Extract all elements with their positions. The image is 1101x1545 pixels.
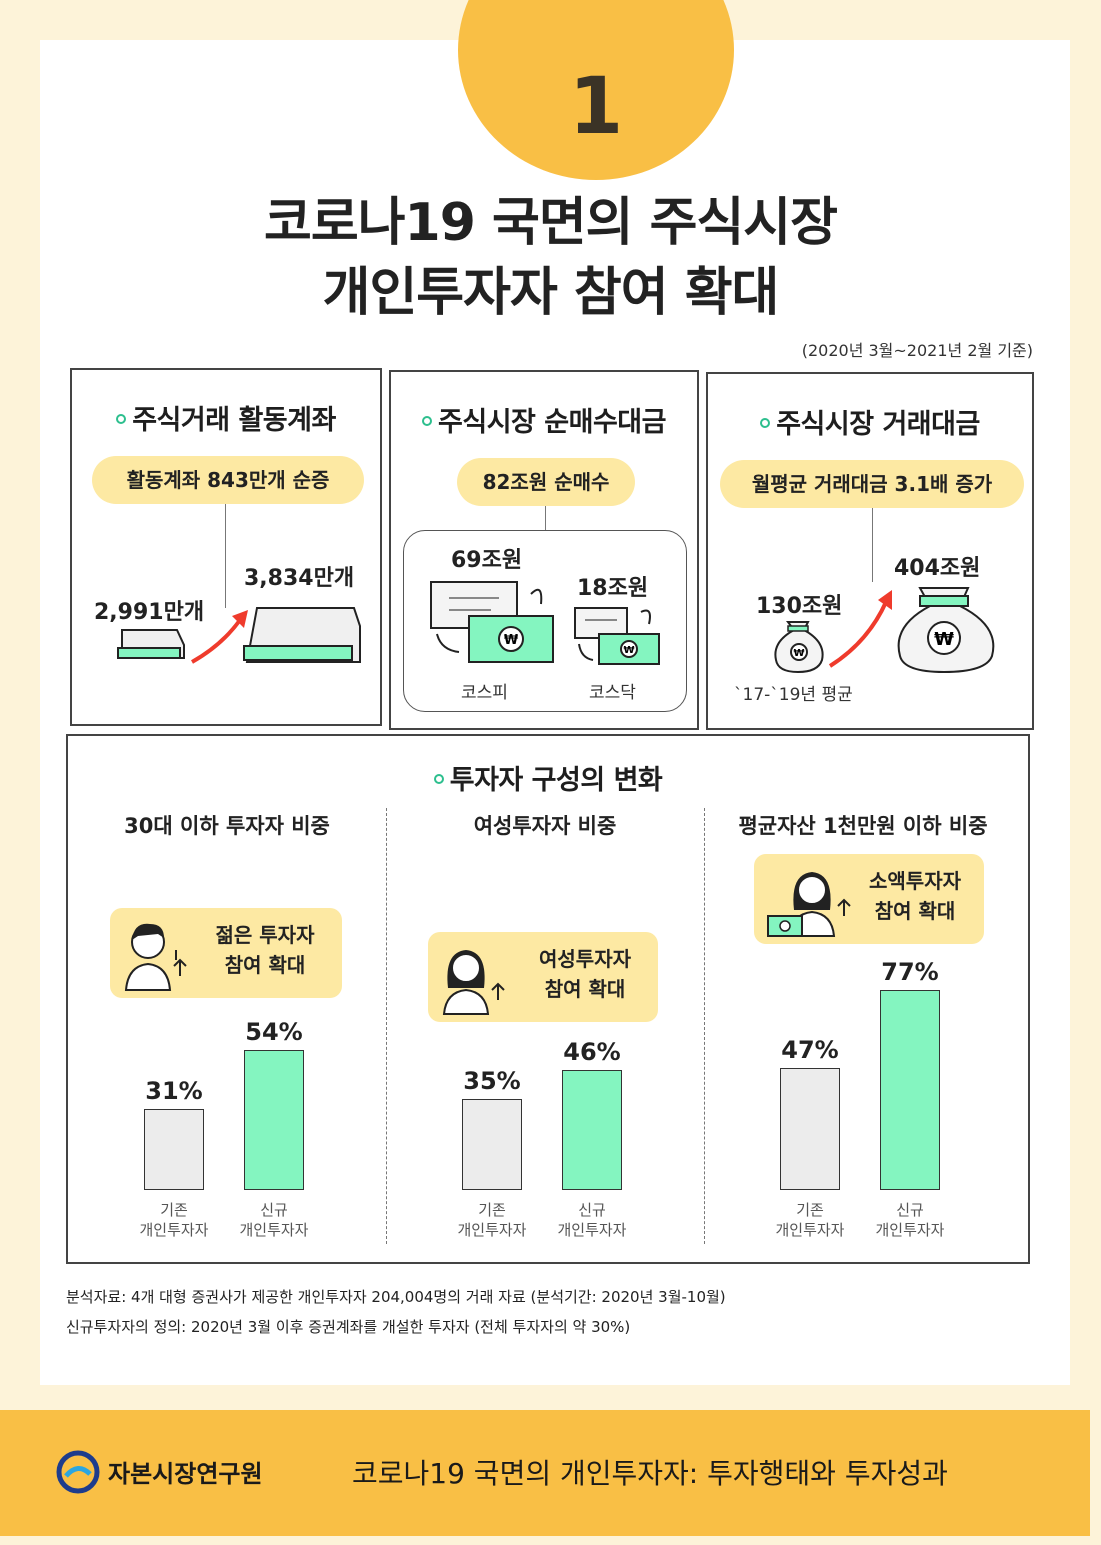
bar-value-label-2-2: 46% [563, 1038, 621, 1067]
accounts-pill: 활동계좌 843만개 순증 [92, 456, 364, 504]
net-buy-pill: 82조원 순매수 [457, 458, 635, 506]
trading-value-pill: 월평균 거래대금 3.1배 증가 [720, 460, 1024, 508]
bubble-small-line2: 참여 확대 [874, 899, 956, 923]
bar-value-label-1-2: 54% [245, 1017, 303, 1046]
bullet-dot-icon [760, 417, 771, 428]
divider-1 [386, 808, 387, 1244]
female-investor-icon [442, 950, 505, 1015]
bar-value-label-2-1: 35% [463, 1067, 521, 1095]
bar-1-2 [244, 1049, 304, 1190]
divider-2 [704, 808, 705, 1244]
bar-value-label-3-1: 47% [781, 1035, 839, 1064]
bar-value-label-1-1: 31% [145, 1077, 203, 1106]
panel-net-buy: 주식시장 순매수대금 82조원 순매수 69조원 18조원 ₩ ₩ 코스피 코스… [389, 370, 699, 730]
panel-investor-composition: 투자자 구성의 변화 젊은 투자자 참여 확대 여성투자자 참여 확대 [66, 734, 1030, 1264]
bubble-small: 소액투자자 참여 확대 [754, 854, 984, 944]
trading-before-label: `17-`19년 평균 [734, 685, 853, 705]
number-badge-text: 1 [568, 62, 624, 152]
page-title-line1: 코로나19 국면의 주식시장 [264, 193, 838, 253]
bar-1-1 [144, 1109, 204, 1190]
bubble-female-line2: 참여 확대 [544, 977, 626, 1001]
bullet-dot-icon [116, 413, 127, 424]
bar-3-2 [880, 989, 940, 1190]
panel-trading-value-title: 주식시장 거래대금 [708, 402, 1032, 441]
number-badge: 1 [458, 0, 734, 180]
panel-active-accounts: 주식거래 활동계좌 활동계좌 843만개 순증 2,991만개 3,834만개 [70, 368, 382, 726]
kospi-value: 69조원 [451, 548, 523, 573]
bar-category-label-1-1: 기존 개인투자자 [139, 1201, 209, 1239]
bar-category-label-2-2: 신규 개인투자자 [557, 1201, 627, 1239]
bar-category-label-2-1: 기존 개인투자자 [457, 1201, 527, 1239]
bar-category-label-3-2: 신규 개인투자자 [875, 1201, 945, 1239]
panel-trading-value: 주식시장 거래대금 월평균 거래대금 3.1배 증가 130조원 404조원 ₩… [706, 372, 1034, 730]
connector-line [872, 508, 873, 582]
accounts-before-value: 2,991만개 [94, 600, 205, 625]
composition-title: 투자자 구성의 변화 [68, 758, 1028, 797]
page-title-line2: 개인투자자 참여 확대 [322, 263, 780, 323]
trading-before-value: 130조원 [756, 594, 843, 619]
young-investor-icon [124, 923, 187, 991]
bubble-small-line1: 소액투자자 [869, 869, 961, 893]
svg-text:₩: ₩ [623, 645, 634, 656]
bar-3-1 [780, 1067, 840, 1190]
kcmi-logo-icon [56, 1450, 100, 1494]
chart-title-1: 30대 이하 투자자 비중 [124, 814, 330, 838]
bubble-female: 여성투자자 참여 확대 [428, 932, 658, 1022]
bar-category-label-3-1: 기존 개인투자자 [775, 1201, 845, 1239]
chart-title-2: 여성투자자 비중 [473, 814, 617, 838]
chart-title-3: 평균자산 1천만원 이하 비중 [738, 814, 988, 838]
org-name: 자본시장연구원 [108, 1460, 263, 1488]
certificate-money-icon: ₩ ₩ [430, 581, 660, 665]
bar-category-label-1-2: 신규 개인투자자 [239, 1201, 309, 1239]
report-title: 코로나19 국면의 개인투자자: 투자행태와 투자성과 [352, 1457, 948, 1490]
panel-net-buy-title: 주식시장 순매수대금 [391, 400, 697, 439]
footer-bar: 자본시장연구원 코로나19 국면의 개인투자자: 투자행태와 투자성과 [0, 1410, 1090, 1536]
accounts-after-value: 3,834만개 [244, 566, 355, 591]
footnote-definition: 신규투자자의 정의: 2020년 3월 이후 증권계좌를 개설한 투자자 (전체… [66, 1318, 631, 1336]
bullet-dot-icon [422, 415, 433, 426]
kospi-label: 코스피 [461, 683, 508, 703]
bar-2-1 [462, 1099, 522, 1190]
small-investor-icon [767, 872, 851, 937]
svg-text:₩: ₩ [793, 648, 804, 659]
bubble-female-line1: 여성투자자 [539, 947, 631, 971]
kosdaq-label: 코스닥 [589, 683, 636, 703]
connector-line [225, 504, 226, 608]
bar-2-2 [562, 1070, 622, 1190]
net-buy-frame [403, 530, 687, 712]
bubble-young-line2: 참여 확대 [224, 953, 306, 977]
svg-text:₩: ₩ [934, 629, 954, 650]
bubble-young-line1: 젊은 투자자 [215, 923, 315, 947]
bubble-young: 젊은 투자자 참여 확대 [110, 908, 342, 998]
bullet-dot-icon [433, 773, 444, 784]
svg-text:₩: ₩ [504, 633, 519, 648]
kosdaq-value: 18조원 [577, 576, 649, 601]
account-books-icon [117, 607, 361, 664]
bar-value-label-3-2: 77% [881, 957, 939, 986]
basis-period: (2020년 3월~2021년 2월 기준) [801, 341, 1033, 360]
trading-after-value: 404조원 [894, 556, 981, 581]
connector-line [545, 506, 546, 530]
panel-active-accounts-title: 주식거래 활동계좌 [72, 398, 380, 437]
money-bag-icon: ₩ ₩ [774, 587, 995, 674]
footnote-source: 분석자료: 4개 대형 증권사가 제공한 개인투자자 204,004명의 거래 … [66, 1288, 726, 1306]
